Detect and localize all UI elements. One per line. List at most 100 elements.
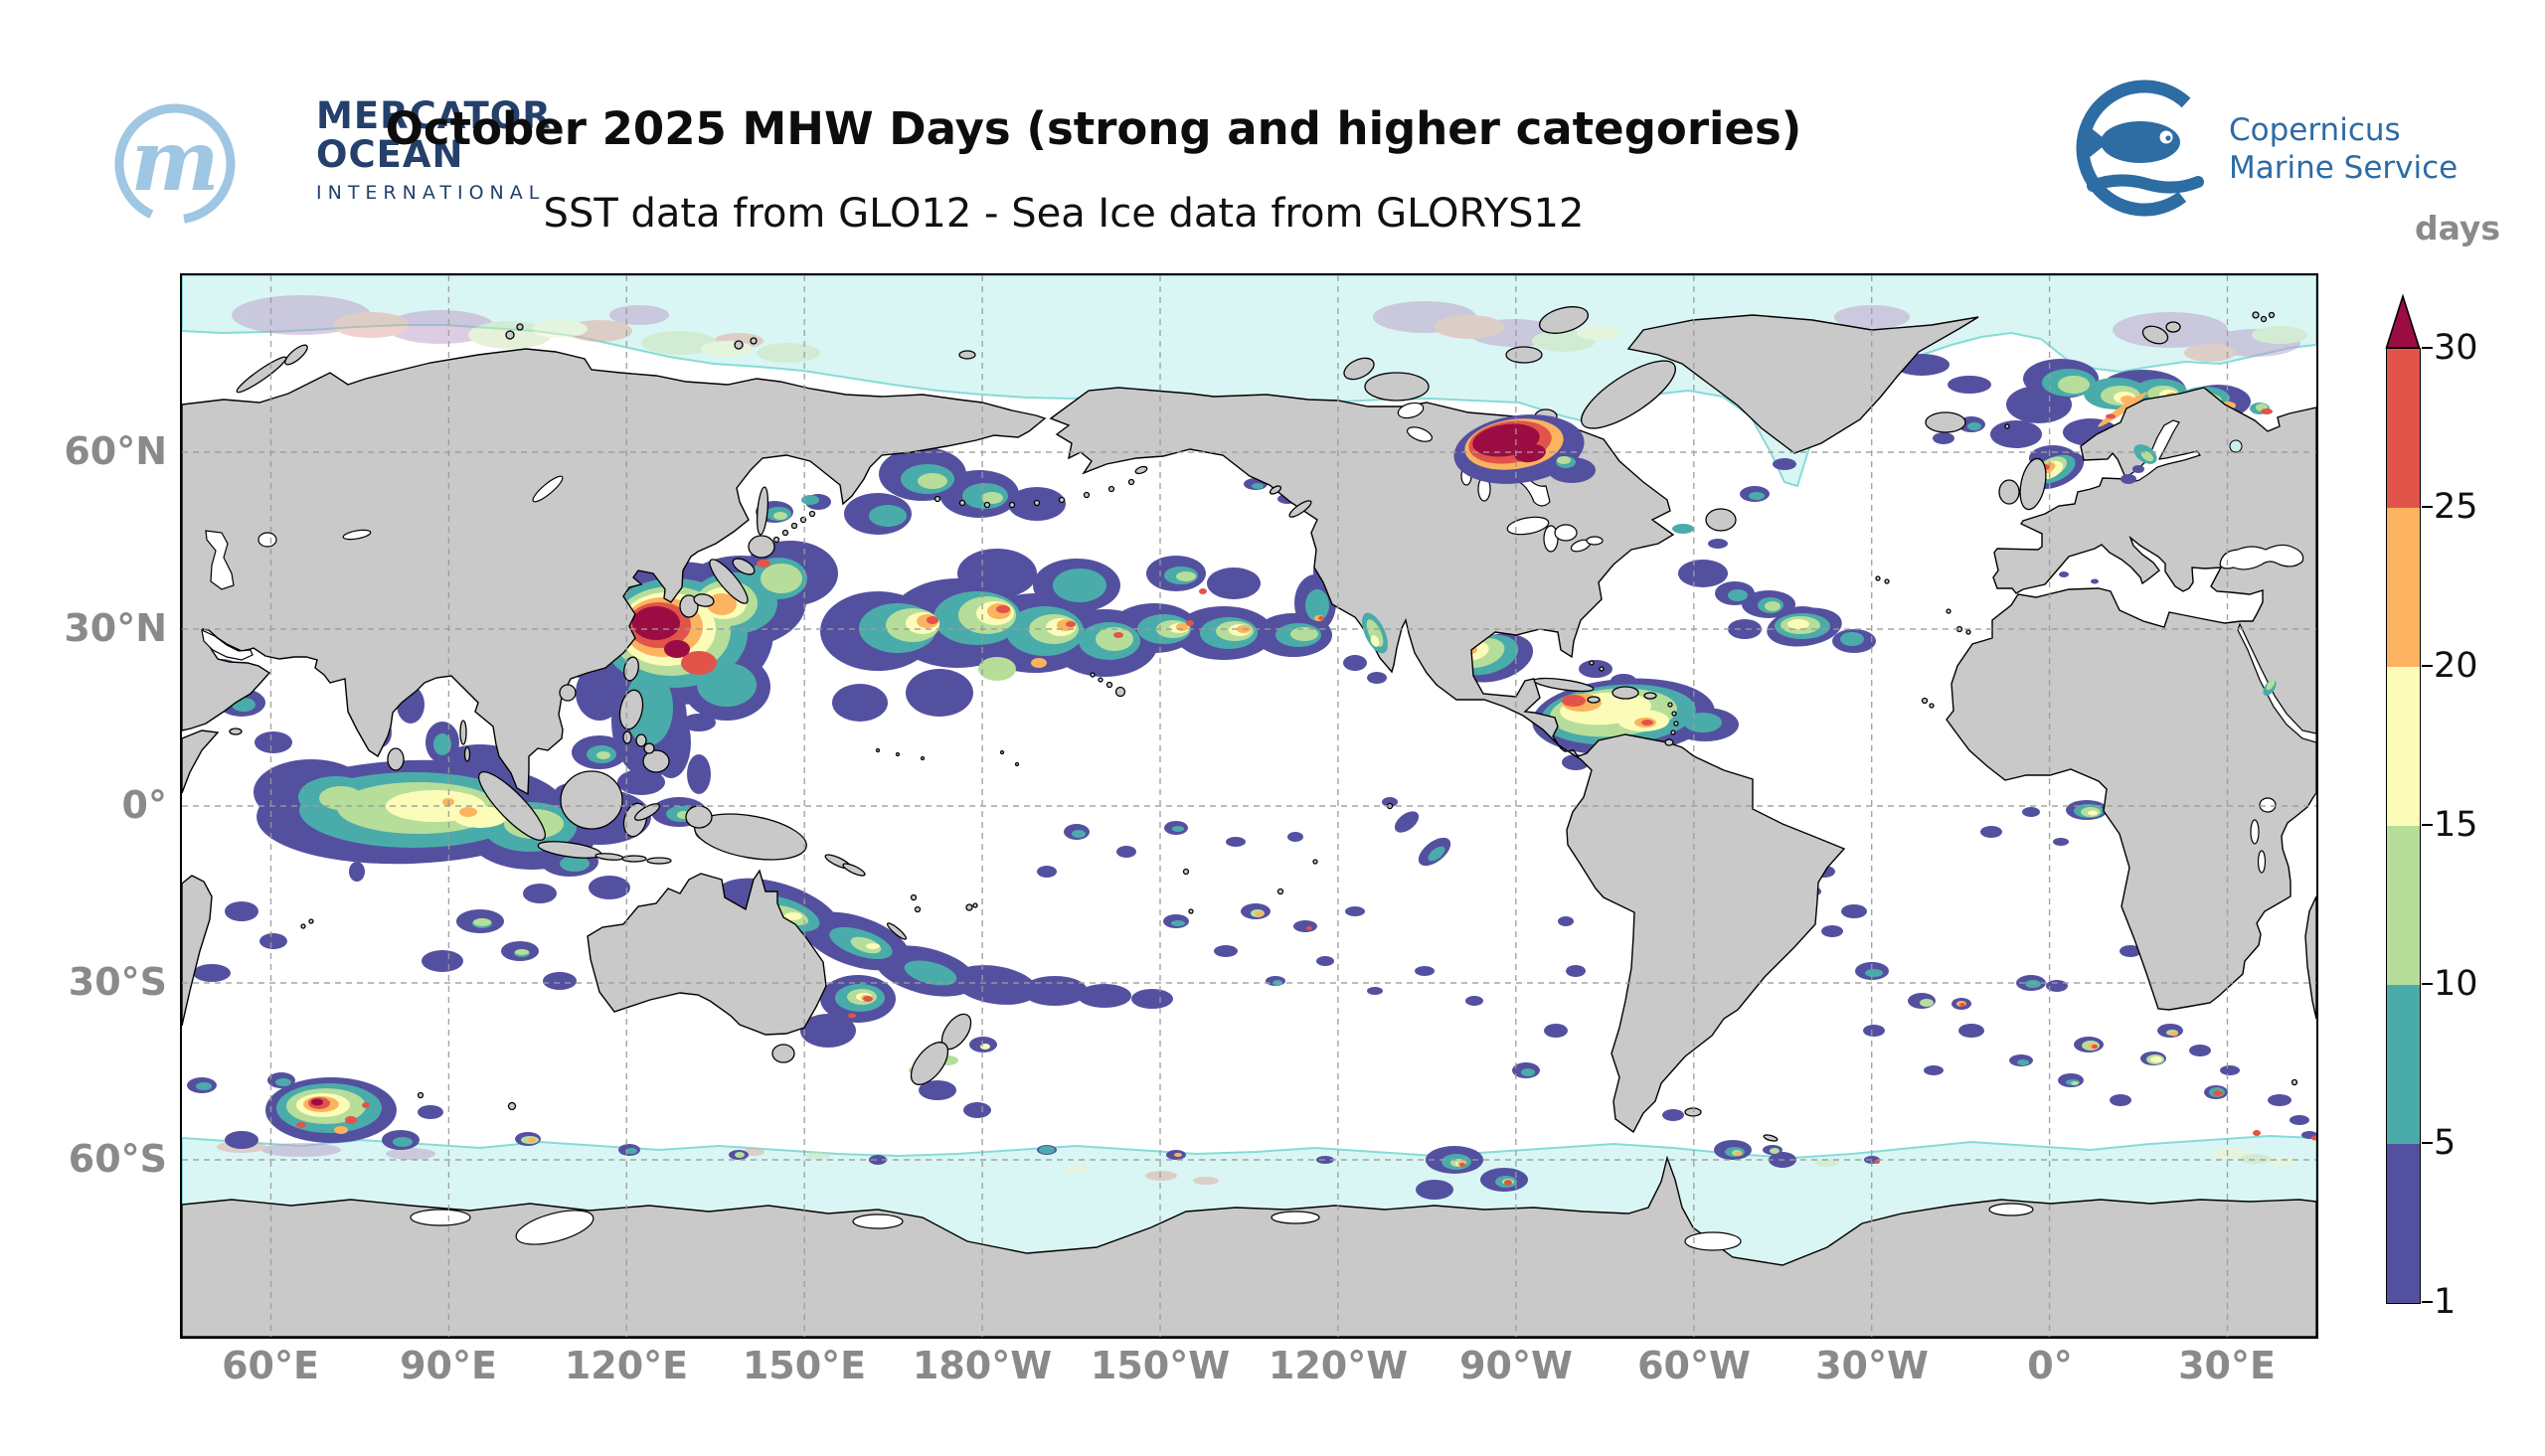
colorbar-tick — [2422, 983, 2433, 986]
kyushu — [679, 594, 699, 618]
mercator-ocean-logo-icon: m — [114, 103, 236, 225]
andaman-islands — [459, 720, 467, 745]
graticule — [182, 275, 2316, 1337]
lake-baikal — [532, 475, 564, 503]
new-caledonia — [886, 922, 908, 940]
great-lakes — [1397, 402, 1604, 553]
honshu-ne — [732, 558, 756, 575]
banks-island — [1343, 357, 1375, 381]
y-tick-label: 60°N — [64, 429, 167, 473]
colorbar-tick — [2422, 665, 2433, 668]
colorbar-tick — [2422, 1142, 2433, 1145]
logo-line-ocean: OCEAN — [316, 133, 464, 176]
tasmania — [771, 1044, 795, 1063]
x-tick-label: 90°E — [400, 1344, 497, 1387]
copernicus-marine-logo-icon — [2076, 80, 2213, 217]
cuba — [1533, 677, 1595, 693]
x-tick-label: 150°E — [742, 1344, 867, 1387]
borneo — [560, 770, 623, 830]
inland-seas-asia — [201, 475, 564, 661]
falkland-islands — [1684, 1107, 1702, 1117]
logo-line-mercator: MERCATOR — [316, 94, 552, 137]
mhw-patches-over-30-days — [311, 606, 690, 1106]
colorbar-seg-1-5 — [2387, 1144, 2420, 1303]
baffin-island — [1581, 360, 1676, 429]
y-tick-label: 30°N — [64, 606, 167, 650]
colorbar-tick-label: 1 — [2434, 1282, 2457, 1322]
colorbar-seg-15-20 — [2387, 667, 2420, 826]
svalbard — [2141, 325, 2169, 345]
hokkaido — [748, 535, 775, 559]
logo-ring — [114, 103, 236, 225]
socotra — [229, 728, 243, 735]
world-map — [180, 273, 2318, 1339]
logo-m-glyph: m — [131, 111, 220, 210]
x-tick-label: 30°E — [2178, 1344, 2276, 1387]
shikoku — [693, 593, 715, 607]
colorbar-tick-label: 10 — [2434, 964, 2478, 1004]
x-tick-label: 90°W — [1459, 1344, 1573, 1387]
map-canvas — [181, 274, 2317, 1338]
x-tick-label: 120°E — [564, 1344, 689, 1387]
nz-south-island — [910, 1042, 949, 1085]
copernicus-line1: Copernicus — [2229, 112, 2401, 148]
sri-lanka — [387, 747, 405, 771]
colorbar-tick-label: 20 — [2434, 646, 2478, 686]
mindanao — [642, 749, 670, 773]
honshu — [709, 559, 749, 604]
caspian-sea — [205, 530, 235, 590]
colorbar-tick — [2422, 347, 2433, 350]
colorbar-tick — [2422, 506, 2433, 509]
wave-icon — [2087, 174, 2204, 194]
logo-line-international: INTERNATIONAL — [316, 182, 546, 204]
colorbar-tick — [2422, 1301, 2433, 1304]
aral-sea — [257, 532, 277, 548]
x-tick-label: 0° — [2027, 1344, 2073, 1387]
hainan — [559, 684, 577, 702]
novaya-zemlya — [236, 356, 287, 394]
colorbar-tick-label: 5 — [2434, 1123, 2457, 1163]
hawaii — [1114, 686, 1126, 698]
x-tick-label: 120°W — [1268, 1344, 1409, 1387]
colorbar-tick-label: 30 — [2434, 328, 2478, 368]
mercator-ocean-logo-text: MERCATOR OCEAN INTERNATIONAL — [316, 96, 552, 204]
lake-tanganyika — [2250, 819, 2260, 845]
y-tick-label: 30°S — [68, 960, 167, 1004]
landmass-antarctica — [181, 1155, 2317, 1338]
sakhalin — [756, 486, 769, 536]
y-tick-label: 0° — [121, 783, 167, 827]
vancouver-island — [1288, 500, 1312, 518]
landmass-greenland — [1626, 314, 1979, 454]
colorbar-tick-label: 15 — [2434, 805, 2478, 845]
south-georgia — [1763, 1134, 1779, 1142]
islands — [181, 306, 2317, 1142]
page-subtitle: SST data from GLO12 - Sea Ice data from … — [543, 191, 1585, 237]
lake-ladoga — [2229, 439, 2243, 453]
kerguelen — [507, 1101, 517, 1111]
mhw-data-enclosed-seas — [1362, 414, 2277, 696]
x-tick-label: 60°W — [1637, 1344, 1751, 1387]
taiwan — [623, 656, 639, 682]
great-britain — [2019, 457, 2047, 511]
colorbar-over-arrow — [2385, 293, 2421, 349]
victoria-island — [1364, 372, 1430, 402]
colorbar-seg-10-15 — [2387, 826, 2420, 985]
x-tick-label: 180°W — [912, 1344, 1053, 1387]
copernicus-line2: Marine Service — [2229, 150, 2459, 186]
lake-malawi — [2257, 850, 2267, 874]
fish-tail-icon — [2089, 126, 2109, 158]
australia — [587, 869, 827, 1036]
mhw-data-over-ice — [217, 295, 2307, 1185]
copernicus-logo-text: Copernicus Marine Service — [2229, 111, 2458, 187]
lake-victoria — [2259, 797, 2277, 813]
newfoundland — [1705, 508, 1737, 532]
madagascar-west-sliver — [181, 875, 213, 1027]
fish-body-icon — [2101, 121, 2180, 163]
iceland — [1925, 411, 1966, 433]
somalia-horn-sliver — [181, 729, 220, 794]
landmass-asia — [181, 348, 1047, 796]
page-title: October 2025 MHW Days (strong and higher… — [385, 102, 1802, 155]
hispaniola — [1612, 686, 1639, 700]
ireland — [1998, 479, 2020, 505]
